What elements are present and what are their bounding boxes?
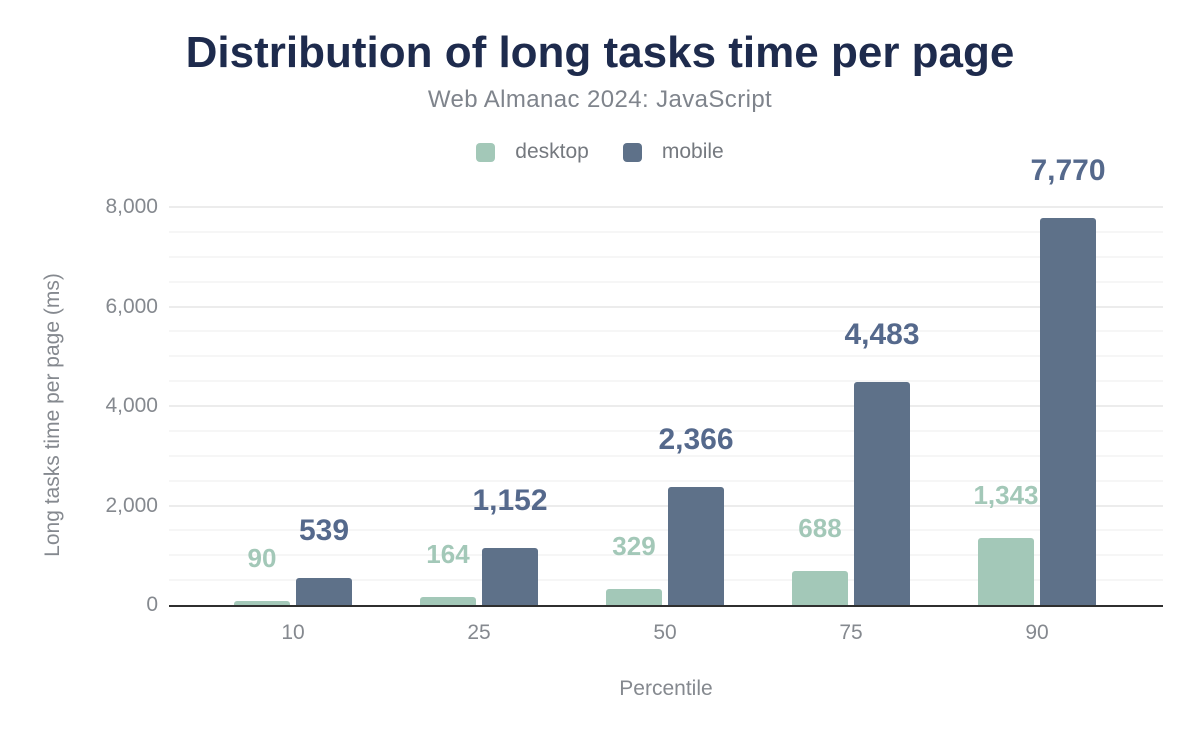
gridline-minor: [169, 554, 1163, 557]
gridline-minor: [169, 280, 1163, 283]
legend-item-mobile[interactable]: mobile: [622, 140, 724, 164]
x-tick-label: 50: [653, 621, 677, 644]
bar-desktop-p90[interactable]: [978, 538, 1034, 605]
page-subtitle: Web Almanac 2024: JavaScript: [427, 86, 773, 113]
value-label-mobile-p10: 539: [298, 514, 350, 548]
value-label-mobile-p50: 2,366: [658, 423, 734, 457]
value-label-mobile-p90: 7,770: [1030, 154, 1106, 188]
x-tick-label: 75: [839, 621, 863, 644]
gridline-minor: [169, 255, 1163, 258]
y-tick-label: 0: [146, 593, 158, 616]
y-tick-label: 4,000: [105, 394, 158, 417]
gridline-minor: [169, 479, 1163, 482]
gridline-minor: [169, 529, 1163, 532]
legend-swatch-mobile-icon: [622, 142, 642, 162]
legend-swatch-desktop-icon: [476, 142, 496, 162]
gridline-minor: [169, 380, 1163, 383]
value-label-desktop-p50: 329: [612, 530, 656, 561]
y-tick-label: 6,000: [105, 294, 158, 318]
legend: desktop mobile: [0, 140, 1200, 164]
bar-mobile-p75[interactable]: [854, 381, 910, 605]
legend-label-desktop: desktop: [515, 140, 589, 163]
bar-desktop-p75[interactable]: [792, 570, 848, 605]
gridline-major: [169, 305, 1163, 308]
value-label-desktop-p75: 688: [798, 512, 842, 543]
gridline-major: [169, 206, 1163, 208]
page-title: Distribution of long tasks time per page: [185, 28, 1015, 77]
gridline-minor: [169, 355, 1163, 358]
bar-desktop-p10[interactable]: [234, 600, 290, 605]
bar-desktop-p25[interactable]: [420, 596, 476, 605]
bar-mobile-p90[interactable]: [1040, 218, 1096, 605]
y-tick-label: 8,000: [105, 195, 158, 218]
y-tick-label: 2,000: [105, 493, 158, 517]
bar-mobile-p25[interactable]: [482, 547, 538, 605]
gridline-minor: [169, 330, 1163, 333]
gridline-minor: [169, 429, 1163, 432]
legend-item-desktop[interactable]: desktop: [476, 140, 589, 164]
bar-mobile-p10[interactable]: [296, 578, 352, 605]
value-label-mobile-p25: 1,152: [472, 483, 548, 517]
x-axis-line: [169, 605, 1163, 607]
gridline-major: [169, 504, 1163, 507]
gridline-major: [169, 405, 1163, 407]
bar-desktop-p50[interactable]: [606, 588, 662, 605]
gridline-minor: [169, 454, 1163, 457]
value-label-mobile-p75: 4,483: [844, 317, 920, 351]
gridline-minor: [169, 230, 1163, 233]
value-label-desktop-p90: 1,343: [973, 480, 1039, 511]
legend-label-mobile: mobile: [661, 140, 724, 163]
x-tick-label: 10: [281, 621, 305, 644]
x-tick-label: 90: [1025, 621, 1049, 644]
x-tick-label: 25: [467, 621, 491, 644]
bar-mobile-p50[interactable]: [668, 487, 724, 605]
gridline-minor: [169, 579, 1163, 582]
x-axis-title: Percentile: [619, 677, 713, 700]
value-label-desktop-p25: 164: [426, 538, 470, 569]
value-label-desktop-p10: 90: [247, 542, 277, 573]
